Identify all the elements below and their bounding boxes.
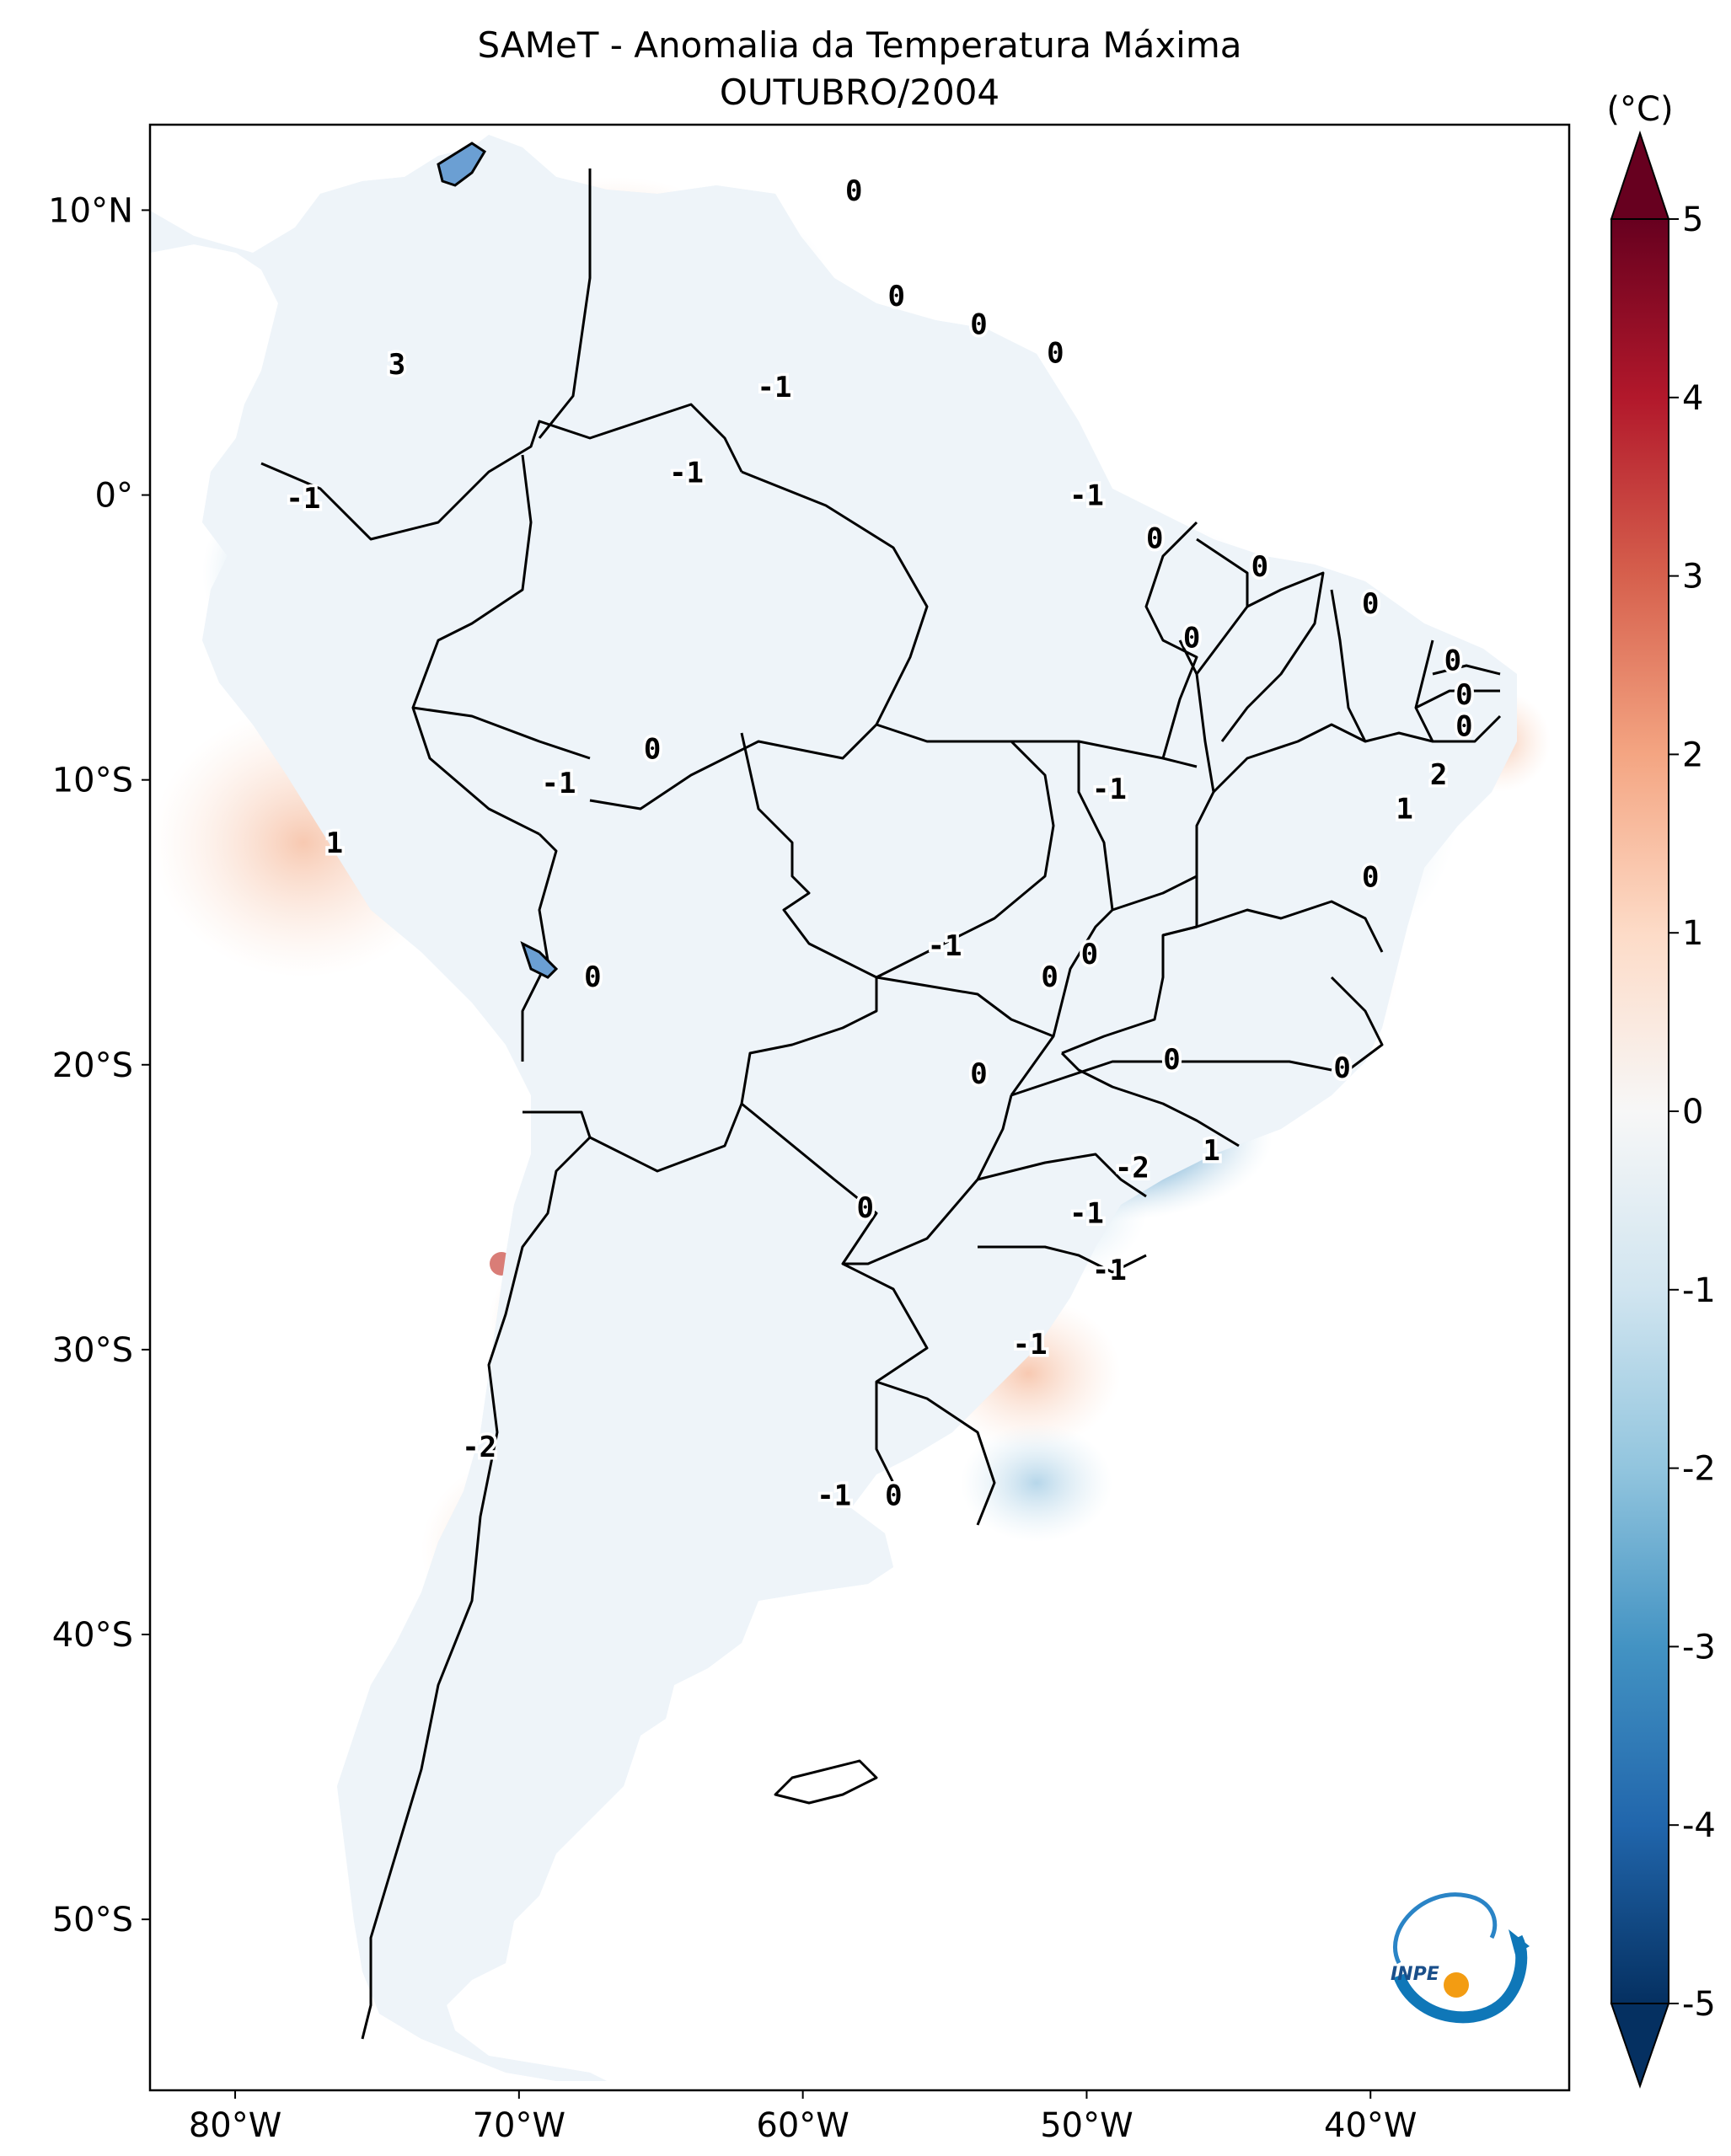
- colorbar-tick-label: 0: [1682, 1093, 1703, 1131]
- colorbar-tick-label: 4: [1682, 379, 1703, 418]
- map-frame: [148, 123, 1571, 2092]
- contour-label: -1: [1069, 1197, 1104, 1231]
- contour-label: 0: [856, 1191, 873, 1225]
- contour-label: -1: [286, 482, 320, 516]
- lat-tick-label: 10°N: [48, 191, 133, 230]
- colorbar: (°C) 5 4 3 2 1 0 -1 -2 -3 -4 -5: [1606, 90, 1716, 2089]
- lat-tick-label: 50°S: [52, 1901, 133, 1939]
- lon-tick-label: 60°W: [756, 2106, 849, 2145]
- contour-label: 0: [1455, 678, 1472, 712]
- lat-tick-label: 0°: [95, 477, 133, 516]
- contour-label: 0: [1333, 1051, 1350, 1085]
- contour-label: 3: [389, 348, 405, 382]
- contour-label: -2: [462, 1431, 496, 1464]
- lon-tick-label: 40°W: [1324, 2106, 1417, 2145]
- lat-tick-label: 10°S: [52, 762, 133, 800]
- colorbar-tick-label: -4: [1682, 1806, 1716, 1845]
- chart-title: SAMeT - Anomalia da Temperatura Máxima: [478, 24, 1242, 66]
- colorbar-tick-label: -5: [1682, 1985, 1716, 2024]
- contour-label: 0: [1163, 1043, 1180, 1077]
- colorbar-min-arrow: [1610, 2003, 1670, 2089]
- inpe-logo-text: INPE: [1391, 1964, 1439, 1985]
- contour-label: 0: [1362, 587, 1379, 621]
- contour-label: 0: [1041, 960, 1058, 994]
- contour-label: 0: [1251, 550, 1268, 584]
- colorbar-tick-label: 5: [1682, 201, 1703, 239]
- contour-label: -1: [1069, 479, 1104, 513]
- colorbar-tick-label: 3: [1682, 558, 1703, 597]
- lon-tick-label: 70°W: [473, 2106, 565, 2145]
- contour-label: -1: [817, 1479, 851, 1512]
- contour-label: -1: [928, 929, 962, 963]
- contour-label: -1: [1092, 773, 1127, 806]
- contour-label: 0: [1183, 622, 1200, 655]
- political-borders: [150, 133, 1519, 2083]
- longitude-axis: 80°W 70°W 60°W 50°W 40°W: [189, 2090, 1417, 2145]
- contour-label: 0: [1146, 522, 1163, 555]
- lat-tick-label: 20°S: [52, 1046, 133, 1085]
- lat-tick-label: 30°S: [52, 1331, 133, 1370]
- contour-label: 0: [644, 732, 661, 766]
- colorbar-ticks: 5 4 3 2 1 0 -1 -2 -3 -4 -5: [1669, 201, 1716, 2024]
- contour-label: 0: [888, 280, 905, 313]
- contour-label: 0: [1047, 336, 1064, 370]
- chart-subtitle: OUTUBRO/2004: [720, 72, 999, 113]
- contour-label: -1: [1013, 1328, 1048, 1362]
- contour-label: -2: [1115, 1152, 1150, 1185]
- contour-label: 1: [326, 827, 343, 860]
- contour-label: -1: [757, 371, 791, 404]
- contour-label: 0: [1455, 709, 1472, 743]
- colorbar-gradient: [1610, 218, 1669, 2004]
- colorbar-tick-label: -1: [1682, 1271, 1716, 1310]
- contour-label: 0: [845, 174, 862, 208]
- contour-label: 0: [1081, 938, 1098, 971]
- contour-label: 1: [1396, 792, 1412, 826]
- contour-label: 0: [584, 960, 601, 994]
- contour-label: -1: [542, 767, 576, 800]
- colorbar-tick-label: 2: [1682, 736, 1703, 774]
- colorbar-tick-label: 1: [1682, 914, 1703, 953]
- colorbar-unit: (°C): [1606, 90, 1673, 129]
- contour-label: 0: [1444, 645, 1461, 678]
- contour-label: 0: [970, 1057, 987, 1091]
- colorbar-max-arrow: [1610, 130, 1670, 220]
- lat-tick-label: 40°S: [52, 1616, 133, 1655]
- contour-label: 0: [1362, 861, 1379, 895]
- lon-tick-label: 50°W: [1040, 2106, 1133, 2145]
- colorbar-tick-label: -2: [1682, 1450, 1716, 1489]
- contour-label: -1: [669, 457, 704, 490]
- contour-label: 1: [1203, 1134, 1219, 1168]
- contour-label: -1: [1092, 1254, 1127, 1287]
- contour-label: 2: [1430, 758, 1447, 792]
- contour-label: 0: [970, 308, 987, 342]
- colorbar-tick-label: -3: [1682, 1628, 1716, 1666]
- inpe-logo: INPE: [1391, 1892, 1530, 2024]
- lon-tick-label: 80°W: [189, 2106, 281, 2145]
- contour-label: 0: [885, 1479, 902, 1512]
- latitude-axis: 10°N 0° 10°S 20°S 30°S 40°S 50°S: [48, 191, 150, 1939]
